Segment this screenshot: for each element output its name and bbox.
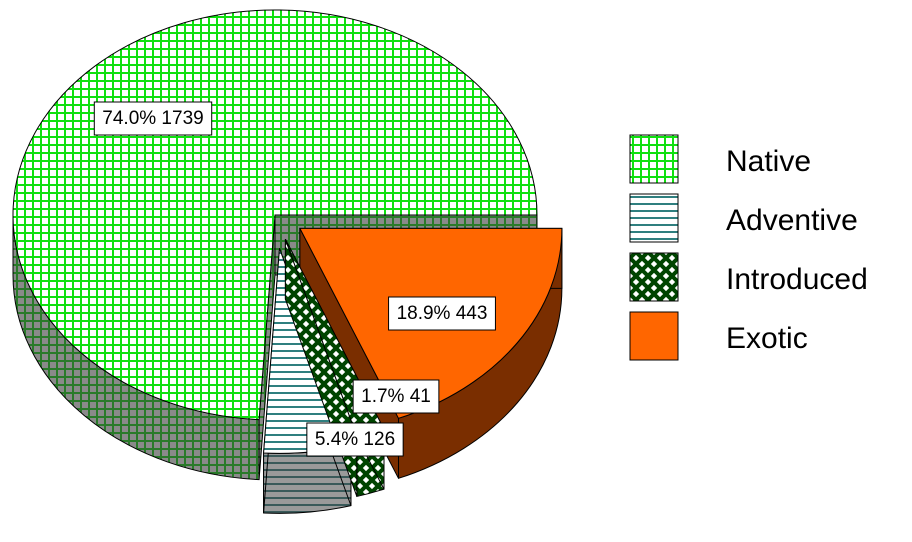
data-label-introduced: 1.7% 41: [352, 379, 440, 414]
data-label-text-native: 74.0% 1739: [102, 108, 203, 129]
legend-item-exotic: Exotic: [629, 311, 808, 361]
data-label-box-adventive: [306, 422, 404, 457]
data-label-box-native: [93, 101, 213, 136]
data-label-text-introduced: 1.7% 41: [361, 386, 431, 407]
legend-label-native: Native: [726, 145, 811, 178]
legend-swatch-introduced: [629, 252, 679, 302]
legend-swatch-exotic: [629, 311, 679, 361]
pie-data-labels: 74.0% 1739 5.4% 126 1.7% 41 18.9% 443: [93, 101, 496, 457]
data-label-adventive: 5.4% 126: [306, 422, 404, 457]
legend-label-exotic: Exotic: [726, 322, 808, 355]
data-label-exotic: 18.9% 443: [388, 296, 496, 331]
legend-swatch-adventive: [629, 193, 679, 243]
legend-item-adventive: Adventive: [629, 193, 858, 243]
legend-label-introduced: Introduced: [726, 263, 868, 296]
data-label-text-exotic: 18.9% 443: [397, 303, 488, 324]
legend-swatch-native: [629, 134, 679, 184]
legend-item-introduced: Introduced: [629, 252, 868, 302]
data-label-box-exotic: [388, 296, 496, 331]
legend-item-native: Native: [629, 134, 811, 184]
data-label-native: 74.0% 1739: [93, 101, 213, 136]
pie-slices: [12, 9, 563, 514]
data-label-text-adventive: 5.4% 126: [315, 429, 395, 450]
legend: Native Adventive Introduced Exotic: [629, 134, 868, 361]
data-label-box-introduced: [352, 379, 440, 414]
legend-label-adventive: Adventive: [726, 204, 858, 237]
